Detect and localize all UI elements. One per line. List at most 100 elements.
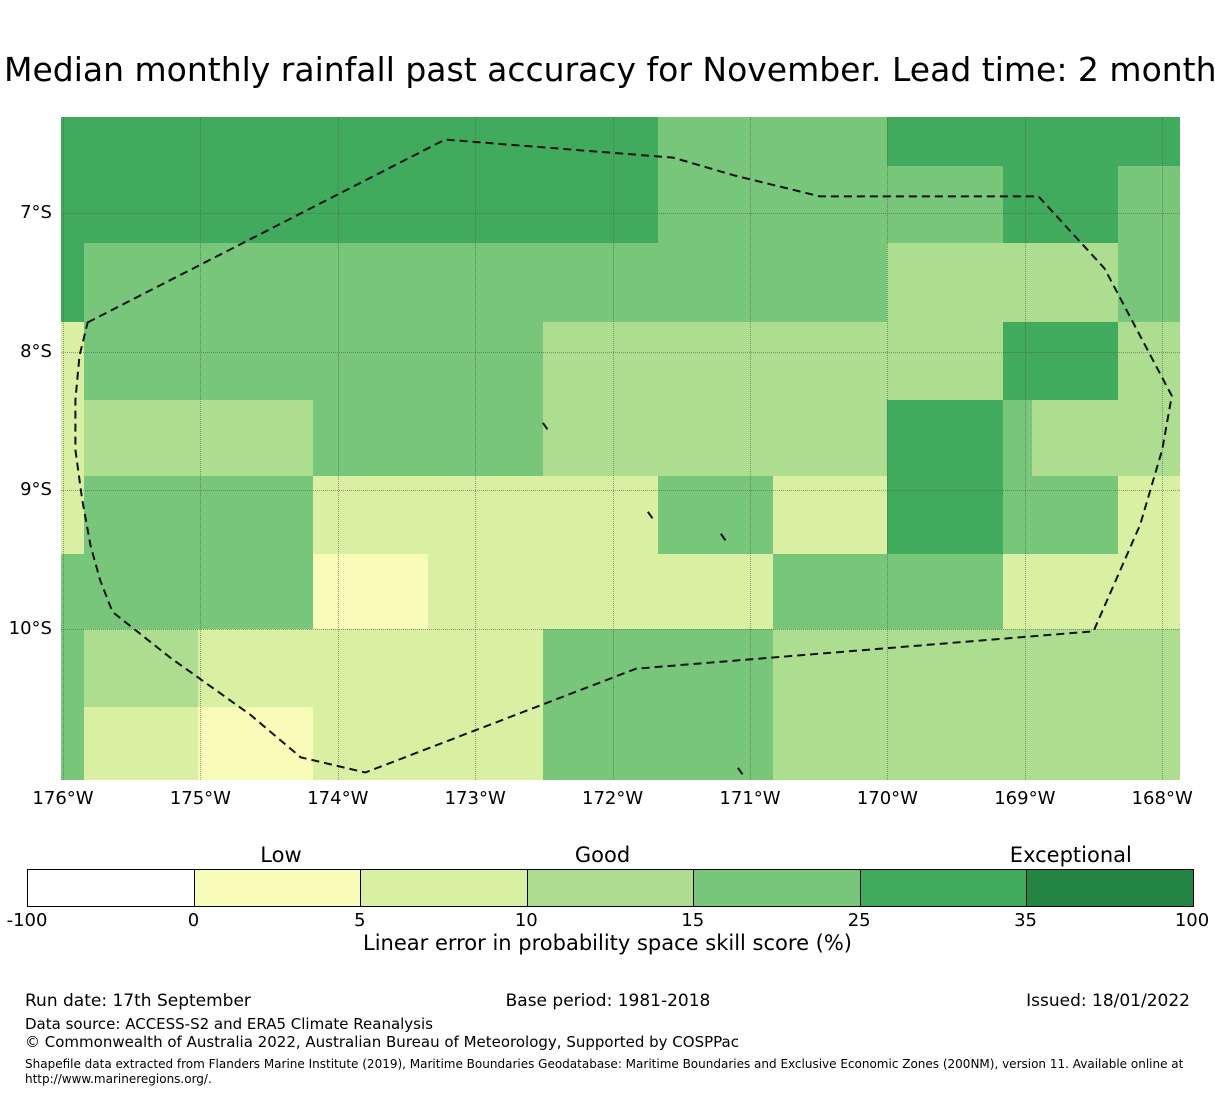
- heatmap-cell: [313, 553, 430, 630]
- heatmap-cell: [887, 399, 1004, 477]
- heatmap-cell: [657, 553, 774, 630]
- heatmap-cell: [542, 628, 659, 709]
- heatmap-cell: [1002, 165, 1119, 245]
- colorbar-category-label: Good: [574, 843, 631, 867]
- heatmap-cell: [1118, 476, 1180, 555]
- heatmap-cell: [657, 476, 774, 555]
- heatmap-cell: [773, 628, 888, 709]
- heatmap-cell: [657, 243, 774, 323]
- footer-shapefile-note: Shapefile data extracted from Flanders M…: [25, 1057, 1184, 1071]
- gridline: [750, 117, 751, 780]
- heatmap-cell: [428, 322, 544, 401]
- heatmap-cell: [197, 165, 314, 245]
- colorbar-tick-label: 35: [1014, 910, 1038, 931]
- heatmap-cell: [1118, 628, 1180, 709]
- heatmap-cell: [1002, 322, 1119, 401]
- heatmap-cell: [61, 628, 85, 709]
- heatmap-cell: [428, 553, 544, 630]
- colorbar-segment: [1027, 870, 1194, 906]
- footer-base-period: Base period: 1981-2018: [505, 991, 711, 1011]
- x-axis-tick-label: 172°W: [582, 788, 644, 809]
- colorbar-segment: [527, 870, 695, 906]
- heatmap-cell: [83, 399, 199, 477]
- colorbar-segment: [28, 870, 195, 906]
- heatmap-cell: [887, 243, 1004, 323]
- heatmap-cell: [773, 399, 888, 477]
- heatmap-cell: [61, 553, 85, 630]
- y-axis-tick-label: 9°S: [20, 479, 52, 500]
- colorbar-category-label: Exceptional: [1009, 843, 1132, 867]
- heatmap-cell: [428, 117, 544, 167]
- heatmap-cell: [428, 399, 544, 477]
- footer-issued-date: Issued: 18/01/2022: [1026, 991, 1190, 1011]
- heatmap-cell: [313, 322, 430, 401]
- heatmap-cell: [773, 117, 888, 167]
- heatmap-cell: [887, 322, 1004, 401]
- heatmap-cell: [1118, 165, 1180, 245]
- gridline: [337, 117, 339, 780]
- heatmap-cell: [773, 476, 888, 555]
- heatmap-cell: [197, 553, 314, 630]
- heatmap-cell: [887, 707, 1004, 780]
- colorbar-tick-label: 0: [187, 910, 200, 931]
- chart-title: Median monthly rainfall past accuracy fo…: [4, 50, 1215, 89]
- heatmap-cell: [83, 117, 199, 167]
- heatmap-cell: [542, 707, 659, 780]
- heatmap-cell: [428, 243, 544, 323]
- heatmap-cell: [61, 243, 85, 323]
- heatmap-cell: [197, 399, 314, 477]
- heatmap-cell: [773, 707, 888, 780]
- heatmap-cell: [887, 553, 1004, 630]
- colorbar-tick-label: 25: [847, 910, 871, 931]
- heatmap-cell: [61, 707, 85, 780]
- heatmap-cell: [1118, 553, 1180, 630]
- heatmap-cell: [61, 399, 85, 477]
- heatmap-cell: [542, 165, 659, 245]
- heatmap-cell: [313, 165, 430, 245]
- heatmap-cell: [313, 243, 430, 323]
- y-axis-tick-label: 8°S: [20, 340, 52, 362]
- heatmap-cell: [197, 322, 314, 401]
- heatmap-cell: [887, 628, 1004, 709]
- heatmap-cell: [1002, 707, 1119, 780]
- colorbar-caption: Linear error in probability space skill …: [363, 931, 852, 955]
- gridline: [475, 117, 477, 780]
- heatmap-cell: [773, 165, 888, 245]
- x-axis-tick-label: 176°W: [32, 788, 94, 809]
- y-axis-tick-label: 7°S: [20, 202, 52, 223]
- heatmap-cell: [313, 628, 430, 709]
- gridline: [61, 351, 1180, 353]
- heatmap-cell: [83, 553, 199, 630]
- heatmap-cell: [61, 476, 85, 555]
- heatmap-cell: [61, 117, 85, 167]
- gridline: [61, 213, 1180, 214]
- heatmap-cell: [313, 476, 430, 555]
- x-axis-tick-label: 174°W: [307, 788, 369, 809]
- colorbar-tick-label: 10: [514, 910, 538, 931]
- colorbar-segment: [694, 870, 861, 906]
- heatmap-cell: [542, 117, 659, 167]
- heatmap-cell: [657, 322, 774, 401]
- footer-copyright: © Commonwealth of Australia 2022, Austra…: [25, 1033, 739, 1051]
- x-axis-tick-label: 168°W: [1131, 788, 1193, 809]
- colorbar-segment: [361, 870, 528, 906]
- heatmap-cell: [83, 165, 199, 245]
- heatmap-cell: [83, 476, 199, 555]
- gridline: [612, 117, 614, 780]
- heatmap-cell: [428, 165, 544, 245]
- heatmap-cell: [61, 322, 85, 401]
- heatmap-cell: [887, 117, 1004, 167]
- heatmap-cell: [1118, 707, 1180, 780]
- colorbar-tick-label: 15: [681, 910, 705, 931]
- x-axis-tick-label: 170°W: [856, 788, 918, 809]
- heatmap-cell: [313, 399, 430, 477]
- heatmap-cell: [1002, 628, 1119, 709]
- footer-run-date: Run date: 17th September: [25, 991, 251, 1011]
- heatmap-cell: [428, 707, 544, 780]
- colorbar-segment: [194, 870, 362, 906]
- colorbar-tick-label: 100: [1174, 910, 1210, 931]
- heatmap-cell: [657, 165, 774, 245]
- heatmap-cell: [542, 322, 659, 401]
- heatmap-cell: [773, 243, 888, 323]
